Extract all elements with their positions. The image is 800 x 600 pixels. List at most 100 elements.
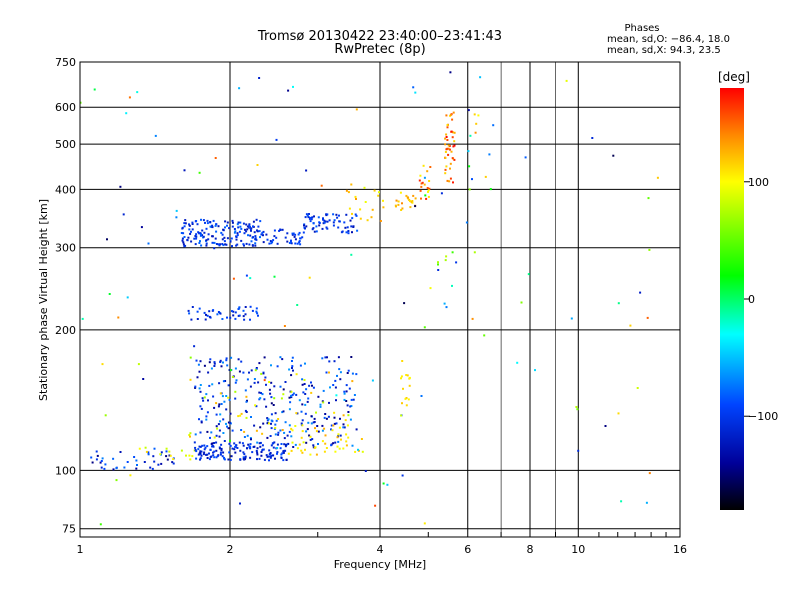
data-point (448, 180, 451, 183)
data-point (411, 200, 414, 202)
data-point (237, 358, 240, 361)
data-point (286, 240, 289, 243)
data-point (194, 243, 197, 246)
data-point (282, 393, 285, 396)
data-point (315, 430, 318, 433)
data-point (226, 221, 229, 224)
data-point (354, 213, 357, 216)
data-point (248, 371, 250, 374)
data-point (405, 374, 408, 376)
data-point (256, 458, 258, 461)
data-point (305, 225, 308, 228)
data-point (187, 236, 190, 239)
data-point (238, 230, 241, 233)
data-point (437, 261, 439, 264)
y-tick-label: 600 (55, 101, 76, 114)
x-tick-label: 4 (377, 543, 384, 556)
data-point (302, 441, 305, 444)
data-point (294, 233, 297, 236)
data-point (229, 458, 232, 461)
data-point (129, 474, 132, 477)
data-point (225, 243, 228, 246)
data-point (108, 293, 111, 295)
colorbar: [deg] 100 0 −100 (718, 70, 778, 510)
data-point (317, 216, 320, 219)
data-point (321, 429, 324, 432)
data-point (184, 222, 187, 225)
data-point (351, 372, 354, 375)
data-point (213, 442, 216, 444)
data-point (256, 164, 259, 166)
data-point (304, 393, 307, 395)
data-point (345, 384, 348, 387)
data-point (191, 306, 194, 308)
data-point (332, 221, 335, 224)
data-point (205, 244, 208, 247)
data-point (262, 422, 265, 425)
data-point (262, 234, 264, 237)
data-point (226, 364, 229, 367)
data-point (231, 219, 234, 222)
data-point (211, 383, 214, 386)
data-point (208, 452, 210, 455)
data-point (409, 200, 411, 203)
data-point (323, 427, 326, 430)
data-point (259, 445, 262, 448)
data-point (198, 242, 201, 244)
data-point (251, 244, 254, 247)
data-point (182, 232, 185, 235)
data-point (445, 165, 448, 168)
data-point (266, 436, 269, 439)
data-point (254, 238, 257, 241)
data-point (260, 451, 263, 453)
data-point (309, 453, 312, 456)
y-tick-label: 750 (55, 56, 76, 69)
data-point (347, 232, 350, 235)
data-point (451, 284, 453, 287)
data-point (301, 383, 304, 386)
data-point (204, 318, 207, 321)
data-point (286, 232, 289, 235)
data-point (214, 157, 217, 159)
data-point (291, 393, 294, 396)
data-point (325, 417, 328, 420)
data-point (447, 153, 450, 156)
data-point (314, 446, 317, 449)
data-point (210, 431, 213, 434)
data-point (402, 387, 404, 390)
data-point (115, 467, 118, 470)
data-point (222, 244, 225, 247)
data-point (147, 451, 150, 454)
data-point (205, 313, 207, 316)
data-point (188, 228, 191, 231)
data-point (483, 334, 486, 337)
data-point (570, 317, 573, 320)
data-point (182, 243, 185, 246)
data-point (203, 364, 206, 367)
data-point (488, 153, 491, 156)
data-point (244, 389, 247, 392)
data-point (211, 235, 214, 238)
grid (79, 62, 681, 537)
data-point (298, 241, 301, 244)
data-point (191, 228, 194, 231)
data-point (214, 237, 217, 240)
data-point (183, 225, 186, 228)
data-point (210, 455, 213, 458)
data-point (629, 324, 632, 327)
data-point (310, 381, 312, 384)
data-point (254, 244, 257, 247)
data-point (359, 208, 362, 211)
data-point (213, 362, 216, 365)
data-point (364, 201, 367, 203)
data-point (221, 318, 224, 320)
data-point (273, 229, 276, 232)
data-point (421, 181, 424, 184)
data-point (227, 384, 230, 387)
data-point (406, 374, 409, 377)
data-point (262, 241, 265, 244)
data-point (475, 122, 478, 125)
data-point (229, 240, 232, 243)
data-point (230, 455, 233, 458)
data-point (215, 243, 218, 245)
